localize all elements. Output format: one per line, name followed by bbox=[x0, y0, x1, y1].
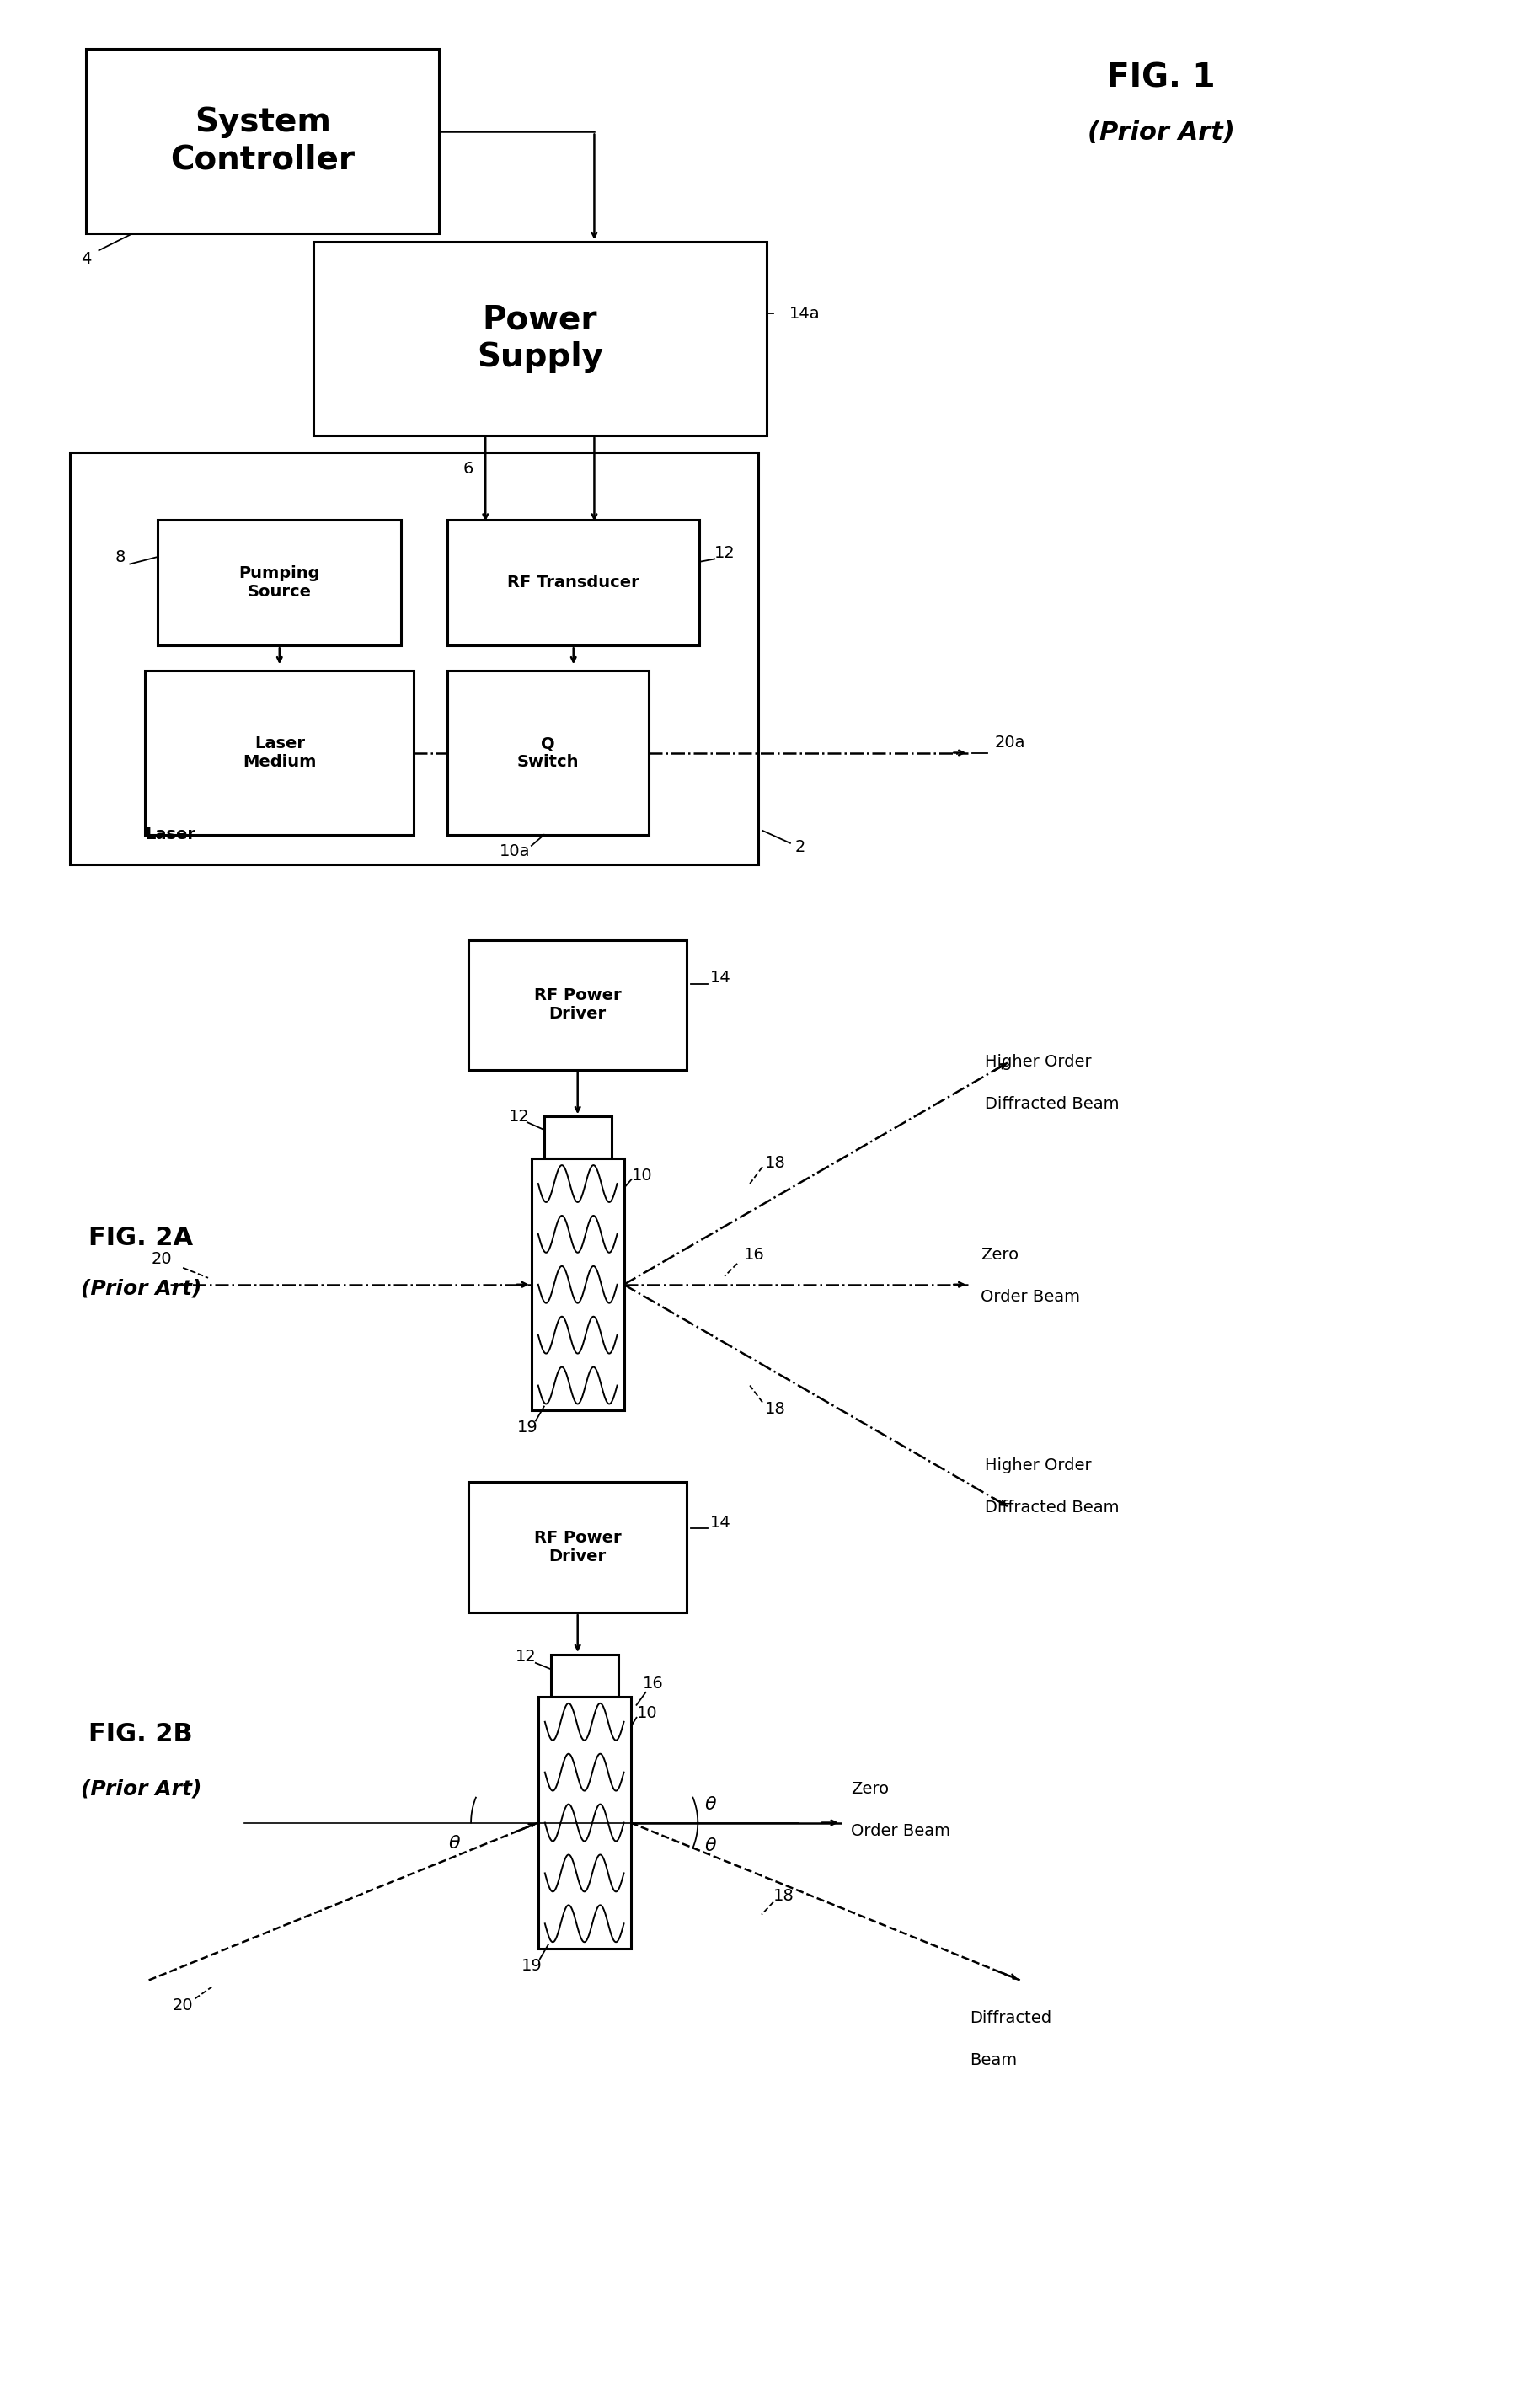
Text: Laser
Medium: Laser Medium bbox=[243, 735, 316, 770]
Bar bbox=[468, 1481, 687, 1612]
Bar bbox=[531, 1159, 624, 1410]
Text: Q
Switch: Q Switch bbox=[517, 735, 579, 770]
Text: 16: 16 bbox=[642, 1677, 664, 1691]
Text: Power
Supply: Power Supply bbox=[477, 305, 604, 372]
Text: $\theta$: $\theta$ bbox=[448, 1836, 460, 1853]
Text: 12: 12 bbox=[715, 546, 735, 560]
Bar bbox=[544, 1116, 611, 1159]
Text: (Prior Art): (Prior Art) bbox=[80, 1278, 202, 1300]
Text: FIG. 2B: FIG. 2B bbox=[89, 1722, 192, 1746]
Text: 20: 20 bbox=[172, 1996, 192, 2013]
Text: Higher Order: Higher Order bbox=[986, 1054, 1092, 1071]
Text: Zero: Zero bbox=[850, 1782, 889, 1796]
Text: 12: 12 bbox=[508, 1109, 530, 1123]
Text: FIG. 1: FIG. 1 bbox=[1107, 62, 1215, 93]
Text: 19: 19 bbox=[517, 1419, 537, 1436]
Text: Zero: Zero bbox=[981, 1247, 1019, 1264]
Text: 18: 18 bbox=[765, 1400, 785, 1417]
Text: Diffracted: Diffracted bbox=[970, 2011, 1052, 2025]
Bar bbox=[157, 520, 402, 646]
Text: 14a: 14a bbox=[788, 305, 819, 322]
Text: Laser: Laser bbox=[145, 828, 196, 842]
Bar bbox=[551, 1655, 618, 1696]
Bar bbox=[145, 670, 414, 835]
Bar bbox=[86, 48, 439, 234]
Text: 10: 10 bbox=[638, 1705, 658, 1722]
Text: RF Power
Driver: RF Power Driver bbox=[534, 1531, 621, 1565]
Text: 4: 4 bbox=[82, 250, 91, 267]
Text: 20: 20 bbox=[151, 1252, 172, 1266]
Text: 2: 2 bbox=[795, 840, 805, 856]
Bar bbox=[468, 940, 687, 1071]
Text: $\theta$: $\theta$ bbox=[704, 1796, 716, 1813]
Text: 18: 18 bbox=[773, 1889, 793, 1903]
Text: Pumping
Source: Pumping Source bbox=[239, 565, 320, 599]
Text: Beam: Beam bbox=[970, 2051, 1016, 2068]
Text: 16: 16 bbox=[744, 1247, 764, 1264]
Text: Order Beam: Order Beam bbox=[850, 1822, 950, 1839]
Text: Diffracted Beam: Diffracted Beam bbox=[986, 1095, 1120, 1111]
Text: RF Power
Driver: RF Power Driver bbox=[534, 987, 621, 1023]
Text: Order Beam: Order Beam bbox=[981, 1290, 1080, 1305]
Text: (Prior Art): (Prior Art) bbox=[1087, 122, 1235, 145]
Text: 6: 6 bbox=[464, 460, 474, 477]
Text: 8: 8 bbox=[114, 549, 125, 565]
Bar bbox=[537, 1696, 630, 1949]
Text: (Prior Art): (Prior Art) bbox=[80, 1779, 202, 1798]
Bar bbox=[69, 453, 758, 863]
Text: 14: 14 bbox=[710, 1514, 732, 1531]
Text: 12: 12 bbox=[516, 1648, 536, 1665]
Text: 18: 18 bbox=[765, 1154, 785, 1171]
Text: System
Controller: System Controller bbox=[171, 107, 354, 176]
Text: 19: 19 bbox=[521, 1958, 542, 1975]
Text: Higher Order: Higher Order bbox=[986, 1457, 1092, 1474]
Bar bbox=[448, 520, 699, 646]
Bar bbox=[313, 241, 767, 436]
Text: RF Transducer: RF Transducer bbox=[508, 575, 639, 591]
Text: 20a: 20a bbox=[995, 735, 1026, 751]
Text: 10: 10 bbox=[631, 1166, 653, 1183]
Text: 14: 14 bbox=[710, 971, 732, 985]
Bar bbox=[448, 670, 648, 835]
Text: FIG. 2A: FIG. 2A bbox=[89, 1226, 192, 1250]
Text: Diffracted Beam: Diffracted Beam bbox=[986, 1500, 1120, 1514]
Text: 10a: 10a bbox=[499, 844, 530, 859]
Text: $\theta$: $\theta$ bbox=[704, 1839, 716, 1856]
